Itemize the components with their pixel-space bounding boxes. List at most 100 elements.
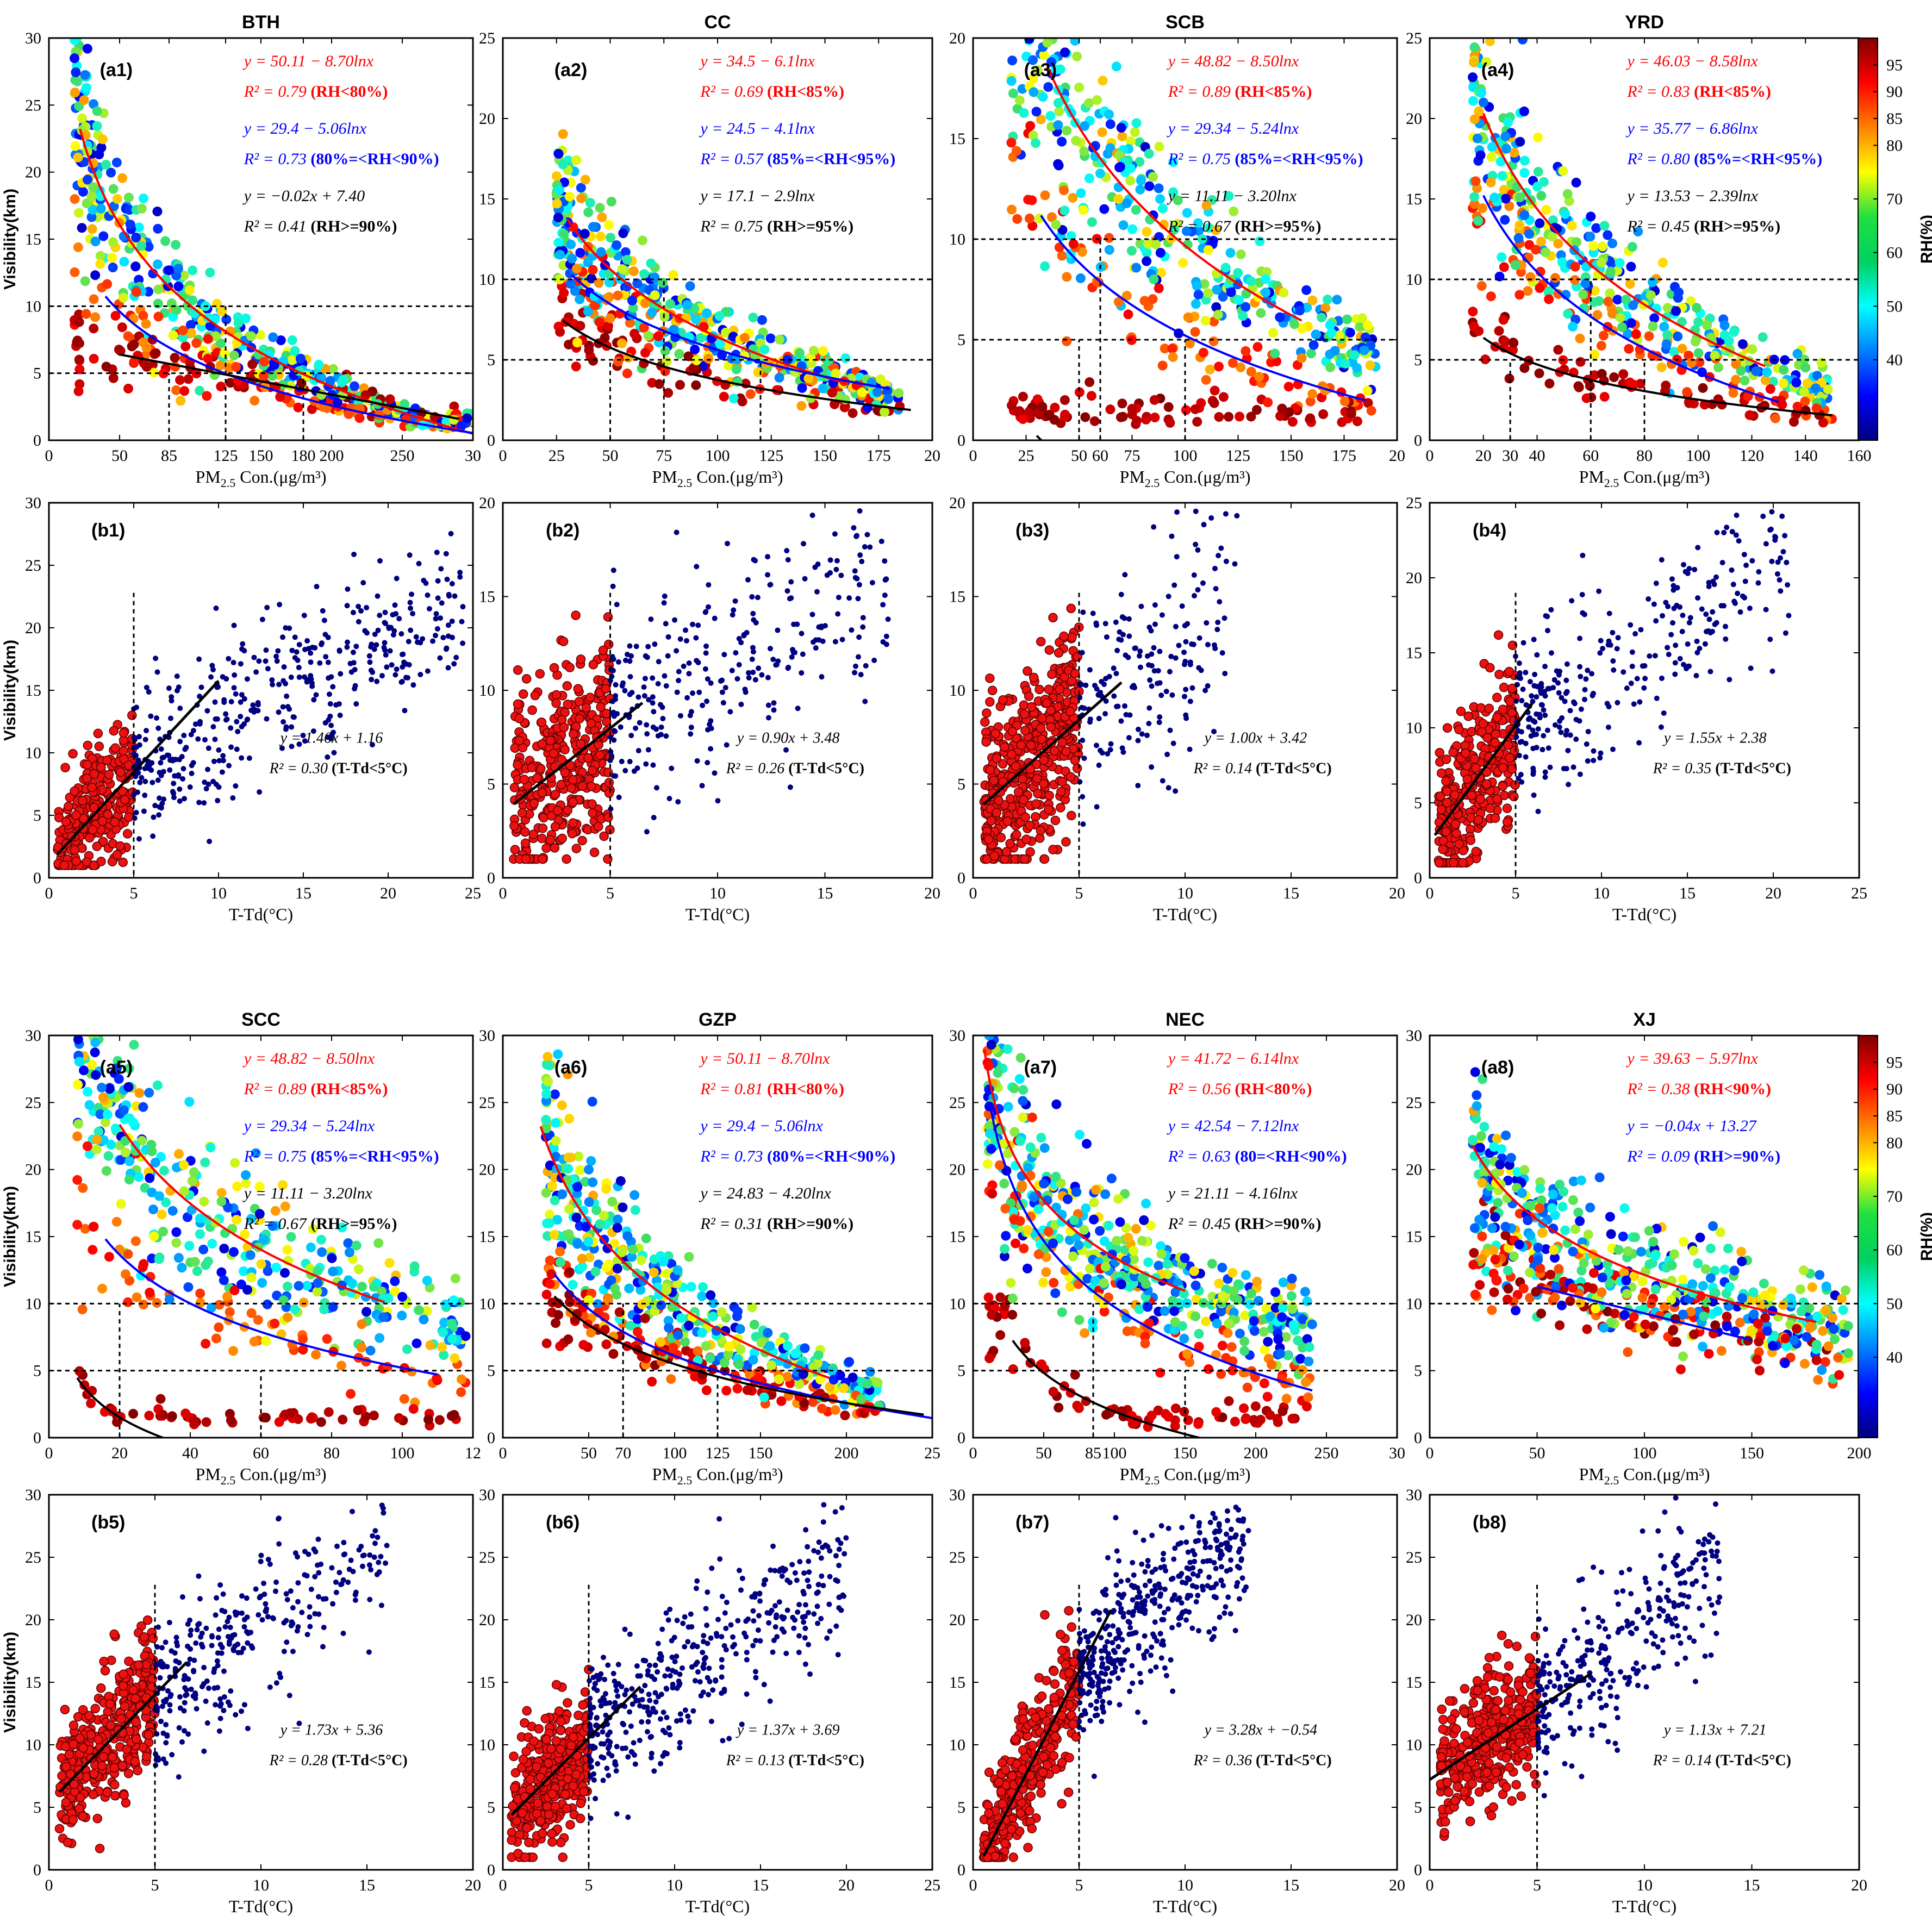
scatter-point-red (992, 808, 1002, 817)
y-tick-label: 0 (33, 869, 41, 887)
scatter-point (857, 387, 867, 397)
scatter-point-blue (388, 625, 394, 631)
panel-a4: 0 20 30 40 60 80 100 120 140 1600510152025YRD(a4)… (1406, 12, 1872, 490)
scatter-point-red (1467, 790, 1476, 801)
scatter-point (1007, 204, 1017, 215)
scatter-point-red (1502, 803, 1512, 813)
scatter-point-blue (607, 678, 613, 684)
scatter-point-blue (399, 678, 405, 684)
scatter-point (572, 264, 582, 274)
scatter-point (168, 330, 178, 340)
scatter-point (1823, 384, 1833, 395)
scatter-point (894, 388, 904, 398)
scatter-point (1157, 203, 1168, 214)
scatter-point-blue (379, 673, 385, 679)
scatter-point (205, 267, 215, 278)
scatter-point (1481, 57, 1492, 67)
scatter-point-red (1454, 725, 1464, 735)
scatter-point-blue (1173, 788, 1179, 794)
scatter-point (1770, 413, 1780, 423)
scatter-point-blue (132, 815, 138, 821)
scatter-point (1080, 412, 1090, 422)
scatter-point (73, 152, 83, 163)
scatter-point-blue (883, 641, 889, 647)
scatter-point (203, 334, 213, 344)
y-tick-label: 0 (487, 432, 495, 450)
scatter-point-blue (641, 684, 647, 690)
scatter-point (1494, 326, 1504, 336)
scatter-point (1006, 138, 1017, 148)
scatter-point (1662, 303, 1673, 313)
scatter-point-blue (308, 676, 314, 682)
scatter-point-blue (155, 777, 161, 783)
scatter-point-blue (304, 638, 310, 644)
scatter-point-red (1056, 787, 1066, 797)
y-tick-label: 25 (1406, 29, 1422, 47)
scatter-point (1646, 290, 1656, 301)
scatter-point-blue (1080, 738, 1086, 744)
scatter-point (1661, 380, 1671, 391)
scatter-point-blue (658, 724, 664, 730)
scatter-point (138, 337, 148, 347)
scatter-point-red (1054, 648, 1064, 658)
scatter-point-blue (719, 689, 725, 695)
scatter-point (1163, 402, 1174, 412)
scatter-point-blue (615, 659, 621, 665)
scatter-point (1698, 383, 1708, 393)
scatter-point (1125, 163, 1136, 173)
scatter-point-red (1046, 722, 1056, 732)
scatter-point-red (1473, 815, 1484, 825)
scatter-point (97, 134, 108, 145)
scatter-point-blue (1127, 712, 1133, 718)
scatter-point (1308, 340, 1319, 350)
scatter-point-red (1031, 799, 1041, 809)
scatter-point-blue (344, 603, 350, 609)
scatter-point-red (538, 823, 548, 833)
scatter-point-blue (392, 672, 398, 678)
scatter-point-blue (289, 647, 295, 653)
scatter-point-blue (1135, 738, 1141, 744)
scatter-point-blue (1137, 653, 1143, 659)
scatter-point-blue (1169, 533, 1175, 539)
scatter-point-blue (614, 602, 620, 608)
scatter-point (1585, 380, 1595, 391)
scatter-point-blue (616, 794, 622, 800)
scatter-point (1126, 246, 1137, 256)
scatter-point (74, 354, 84, 365)
scatter-point-blue (707, 721, 713, 727)
scatter-point-blue (136, 734, 142, 740)
scatter-point-red (1037, 734, 1047, 744)
fit-equation: y = 11.11 − 3.20lnx (1167, 187, 1297, 205)
scatter-point-blue (1769, 558, 1775, 564)
scatter-point-blue (708, 680, 714, 686)
scatter-point-blue (860, 624, 866, 630)
scatter-point-blue (1672, 671, 1678, 677)
scatter-point (1524, 229, 1535, 239)
scatter-point (1116, 122, 1126, 133)
scatter-point-red (1449, 858, 1459, 868)
scatter-point (1717, 400, 1727, 410)
fit-r2: R² = 0.67 (RH>=95%) (1168, 217, 1322, 235)
scatter-point (719, 391, 729, 402)
scatter-point (1074, 387, 1085, 397)
scatter-point-blue (255, 700, 261, 706)
scatter-point (123, 192, 134, 203)
x-tick-label: 100 (706, 447, 730, 465)
fit-r2: R² = 0.30 (T-Td<5°C) (269, 760, 408, 777)
x-tick-label: 150 (249, 447, 273, 465)
scatter-point-blue (1605, 642, 1611, 648)
scatter-point (1468, 82, 1479, 92)
scatter-point (1553, 289, 1563, 299)
scatter-point-blue (864, 532, 870, 538)
scatter-point (1504, 373, 1515, 384)
scatter-point (1212, 285, 1222, 295)
scatter-point-blue (214, 716, 220, 722)
scatter-point-blue (337, 712, 343, 718)
scatter-point-red (94, 741, 104, 751)
x-tick-label: 125 (759, 447, 783, 465)
scatter-point (1724, 336, 1734, 346)
scatter-point-red (1032, 773, 1042, 784)
scatter-point (124, 205, 134, 215)
scatter-point (1111, 61, 1121, 72)
scatter-point (314, 360, 324, 370)
